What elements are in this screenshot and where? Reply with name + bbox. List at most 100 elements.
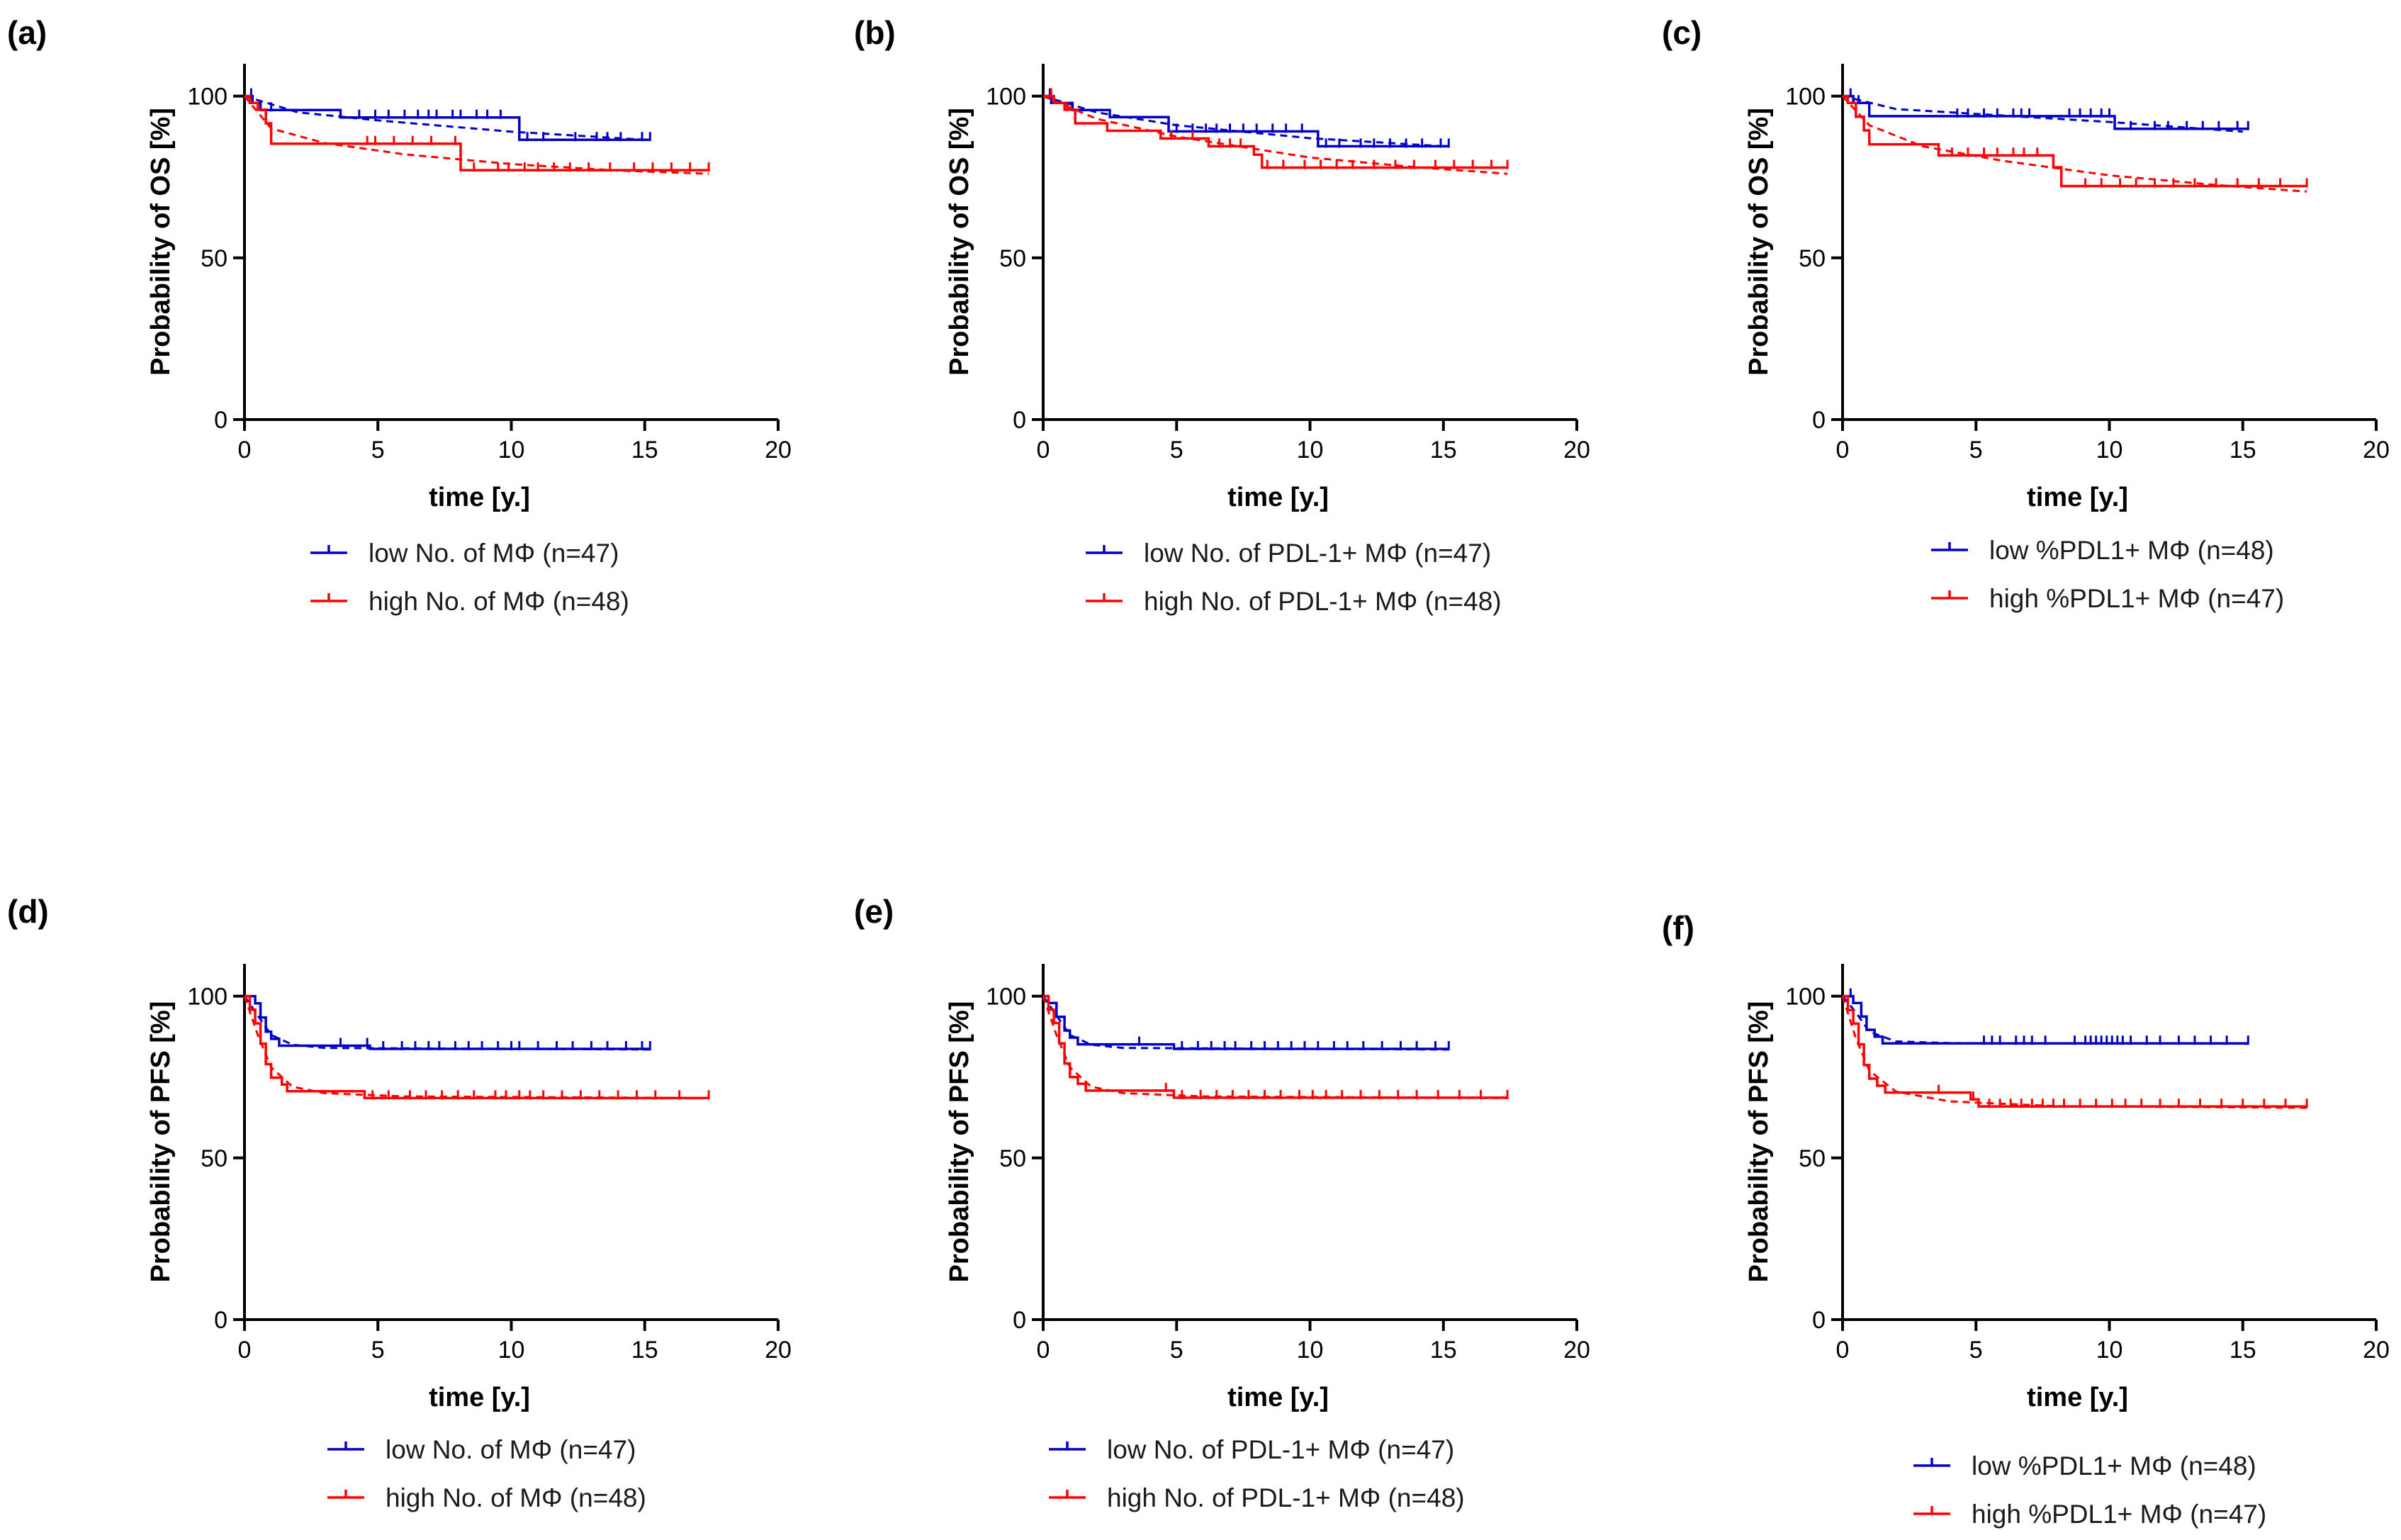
- panel-label: (c): [1662, 14, 1702, 51]
- km-curve-low: [1842, 94, 2249, 130]
- legend-item-low: low %PDL1+ MΦ (n=48): [1913, 1451, 2256, 1480]
- y-tick-label: 100: [187, 984, 227, 1011]
- legend-item-high: high No. of PDL-1+ MΦ (n=48): [1086, 587, 1502, 616]
- km-panel-d: (d) 0 5 10 15 20 0 50 100 time [y.] Probability of…: [7, 893, 792, 1512]
- x-tick-label: 5: [1170, 1337, 1183, 1364]
- y-axis-title: Probability of OS [%]: [945, 108, 974, 376]
- y-tick-label: 100: [1785, 984, 1826, 1011]
- y-axis-title: Probability of OS [%]: [1744, 108, 1774, 376]
- fit-curve-high: [1042, 996, 1508, 1099]
- x-tick-label: 5: [371, 1337, 385, 1364]
- legend-label: high %PDL1+ MΦ (n=47): [1972, 1500, 2266, 1529]
- x-axis-title: time [y.]: [429, 1383, 530, 1412]
- fit-curve-high: [1042, 95, 1508, 175]
- km-curve-high: [1842, 94, 2307, 188]
- km-panel-c: (c) 0 5 10 15 20 0 50 100 time [y.] Probability of…: [1662, 14, 2390, 613]
- panel-label: (f): [1662, 909, 1694, 946]
- x-tick-label: 0: [1037, 437, 1050, 463]
- legend-item-high: high No. of PDL-1+ MΦ (n=48): [1049, 1483, 1465, 1512]
- legend-label: low %PDL1+ MΦ (n=48): [1972, 1451, 2256, 1480]
- x-axis-title: time [y.]: [1227, 1383, 1329, 1412]
- km-panel-a: (a) 0 5 10 15 20 0 50 100 time [y.] Probability of…: [7, 14, 792, 616]
- legend-label: high No. of MΦ (n=48): [369, 587, 629, 616]
- y-tick-label: 50: [999, 245, 1026, 272]
- km-curve-high: [1842, 994, 2307, 1108]
- x-tick-label: 10: [498, 437, 525, 463]
- y-tick-label: 0: [1812, 1307, 1826, 1334]
- legend-label: low No. of MΦ (n=47): [386, 1435, 636, 1464]
- km-curve-low: [1042, 94, 1449, 148]
- series-high: [1841, 994, 2308, 1109]
- series-low: [1042, 88, 1450, 148]
- x-axis-title: time [y.]: [1227, 483, 1329, 512]
- legend-item-low: low %PDL1+ MΦ (n=48): [1931, 536, 2274, 565]
- x-tick-label: 15: [2230, 1337, 2256, 1364]
- km-curve-high: [244, 94, 709, 172]
- x-tick-label: 0: [238, 437, 252, 463]
- x-tick-label: 10: [1297, 1337, 1324, 1364]
- km-curve-low: [244, 994, 651, 1050]
- y-tick-label: 100: [986, 84, 1026, 111]
- x-tick-label: 0: [1037, 1337, 1050, 1364]
- km-panel-f: (f) 0 5 10 15 20 0 50 100 time [y.] Probability of…: [1662, 909, 2390, 1529]
- km-curve-low: [1042, 994, 1449, 1050]
- y-tick-label: 0: [214, 1307, 227, 1334]
- x-axis-title: time [y.]: [2027, 1383, 2128, 1412]
- legend-label: low No. of PDL-1+ MΦ (n=47): [1107, 1435, 1454, 1464]
- y-tick-label: 0: [1013, 1307, 1026, 1334]
- y-axis-title: Probability of OS [%]: [146, 108, 176, 376]
- x-tick-label: 15: [631, 1337, 658, 1364]
- y-tick-label: 100: [986, 984, 1026, 1011]
- series-high: [243, 994, 710, 1100]
- km-curve-low: [244, 94, 651, 141]
- y-axis-title: Probability of PFS [%]: [1744, 1001, 1774, 1283]
- series-low: [1842, 88, 2249, 133]
- series-high: [243, 94, 710, 175]
- x-axis-title: time [y.]: [429, 483, 530, 512]
- legend-label: high %PDL1+ MΦ (n=47): [1989, 584, 2284, 613]
- legend-item-low: low No. of PDL-1+ MΦ (n=47): [1086, 539, 1491, 568]
- series-low: [1841, 988, 2249, 1045]
- x-tick-label: 5: [1969, 437, 1983, 463]
- fit-curve-low: [243, 995, 651, 1051]
- x-tick-label: 20: [765, 437, 792, 463]
- y-axis-title: Probability of PFS [%]: [146, 1001, 176, 1283]
- x-tick-label: 15: [2230, 437, 2256, 463]
- series-high: [1841, 94, 2308, 193]
- x-tick-label: 20: [2363, 437, 2390, 463]
- km-curve-high: [1042, 994, 1508, 1099]
- x-tick-label: 0: [1836, 437, 1850, 463]
- legend-item-high: high No. of MΦ (n=48): [327, 1483, 646, 1512]
- y-tick-label: 0: [1013, 407, 1026, 434]
- x-tick-label: 10: [2096, 1337, 2123, 1364]
- x-tick-label: 15: [1430, 1337, 1457, 1364]
- panel-label: (e): [854, 893, 894, 930]
- panel-label: (b): [854, 14, 896, 51]
- y-tick-label: 100: [187, 84, 227, 111]
- x-tick-label: 20: [1563, 1337, 1590, 1364]
- x-tick-label: 20: [1563, 437, 1590, 463]
- fit-curve-low: [1842, 95, 2243, 133]
- legend-item-high: high %PDL1+ MΦ (n=47): [1931, 584, 2284, 613]
- x-tick-label: 5: [1170, 437, 1183, 463]
- legend-label: low No. of MΦ (n=47): [369, 539, 619, 568]
- legend-item-low: low No. of MΦ (n=47): [310, 539, 619, 568]
- x-tick-label: 0: [238, 1337, 252, 1364]
- y-tick-label: 50: [1799, 245, 1826, 272]
- km-curve-high: [1042, 94, 1508, 169]
- y-tick-label: 50: [201, 1145, 227, 1172]
- y-tick-label: 50: [1799, 1145, 1826, 1172]
- x-tick-label: 5: [371, 437, 385, 463]
- fit-curve-high: [243, 95, 709, 175]
- legend-label: low No. of PDL-1+ MΦ (n=47): [1144, 539, 1491, 568]
- legend-label: high No. of PDL-1+ MΦ (n=48): [1107, 1483, 1465, 1512]
- legend-label: low %PDL1+ MΦ (n=48): [1989, 536, 2274, 565]
- x-tick-label: 10: [1297, 437, 1324, 463]
- x-tick-label: 0: [1836, 1337, 1850, 1364]
- y-tick-label: 0: [1812, 407, 1826, 434]
- y-tick-label: 50: [999, 1145, 1026, 1172]
- legend-label: high No. of PDL-1+ MΦ (n=48): [1144, 587, 1502, 616]
- panel-label: (d): [7, 893, 49, 930]
- km-panel-b: (b) 0 5 10 15 20 0 50 100 time [y.] Probability of…: [854, 14, 1590, 616]
